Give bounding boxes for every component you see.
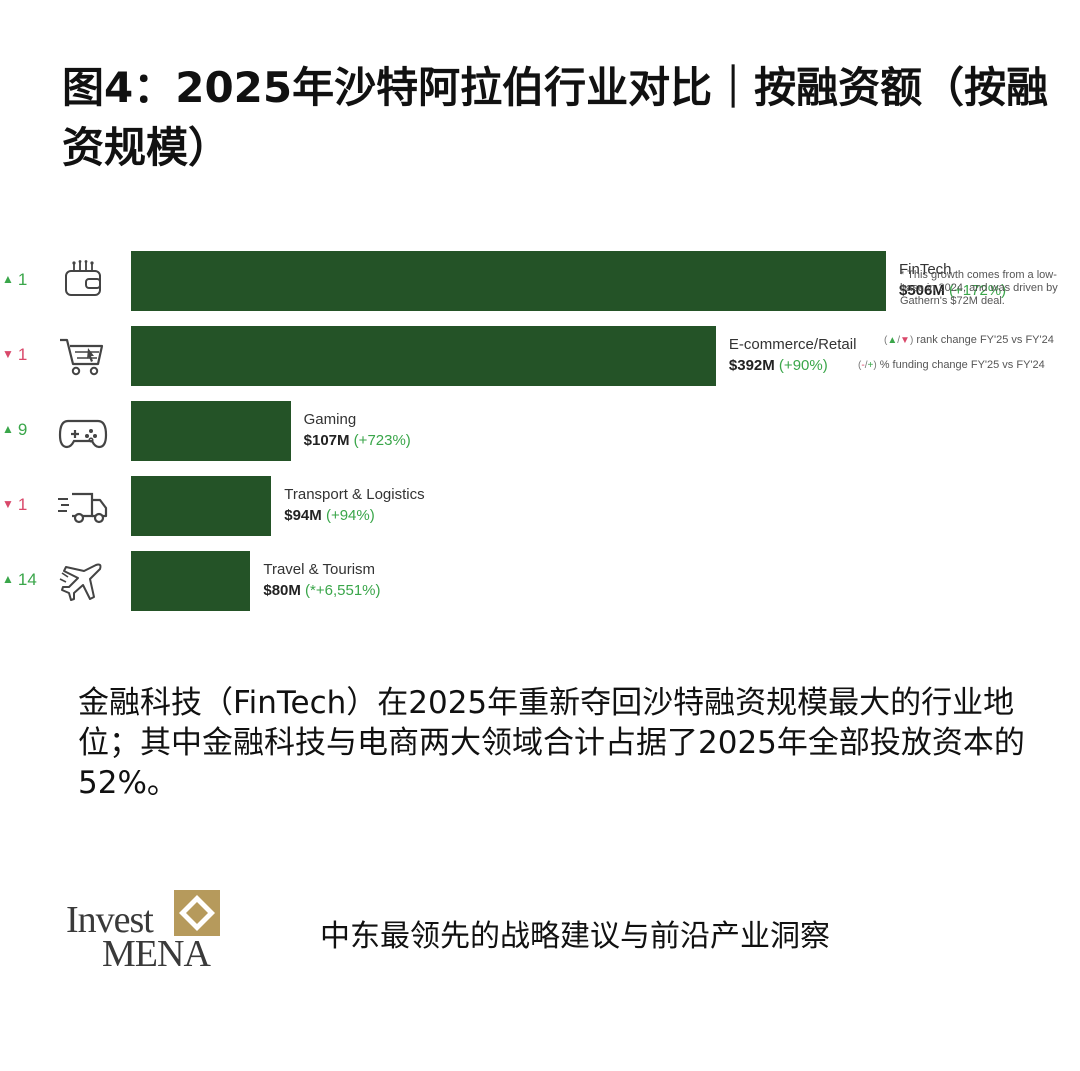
rank-down-icon: ▼ [2,347,14,361]
bar-0 [131,251,886,311]
bar-chart: ▲ 1 FinTech $506M (+172%) ▼ 1 E-commerce/Retai… [0,240,1080,630]
value-label: $506M [899,282,945,299]
rank-up-icon: ▲ [2,422,14,436]
value-line: $392M (+90%) [729,355,857,376]
rank-change-value: 1 [17,345,28,364]
shopping-cart-icon [60,338,104,376]
summary-text: 金融科技（FinTech）在2025年重新夺回沙特融资规模最大的行业地位；其中金… [78,685,1025,801]
legend-rank-symbol: (▲/▼) [884,335,914,346]
chart-title: 图4：2025年沙特阿拉伯行业对比｜按融资额（按融资规模） [62,63,1049,172]
category-label: FinTech [899,261,952,278]
bar-2 [131,401,291,461]
category-label: E-commerce/Retail [728,336,857,353]
legend-rank: (▲/▼) rank change FY'25 vs FY'24 [884,334,1054,346]
rank-change-value: 1 [17,270,28,289]
bar-label-2: Gaming $107M (+723%) [304,409,411,451]
pct-change-label: (+723%) [349,432,411,449]
bar-3 [131,476,272,536]
bar-1 [131,326,716,386]
value-label: $107M [303,432,350,449]
logo-diamond-icon [174,890,220,936]
logo-word-invest: Invest [66,899,154,941]
pct-change-label: (+90%) [774,357,828,374]
bar-label-1: E-commerce/Retail $392M (+90%) [729,334,857,376]
chart-footnote: * This growth comes from a low-base in 2… [900,269,1058,307]
delivery-truck-icon [58,492,108,524]
rank-change-0: ▲ 1 [2,270,52,290]
rank-up-icon: ▲ [2,572,14,586]
legend-pct-text: % funding change FY'25 vs FY'24 [879,359,1045,371]
category-label: Transport & Logistics [284,486,425,503]
value-label: $80M [263,582,301,599]
rank-change-1: ▼ 1 [2,345,52,365]
investmena-logo: Invest MENA [62,888,232,975]
rank-change-value: 14 [17,570,37,589]
rank-down-icon: ▼ [2,497,14,511]
pct-change-label: (*+6,551%) [300,582,381,599]
value-line: $107M (+723%) [304,430,411,451]
pct-change-label: (+94%) [321,507,375,524]
rank-change-value: 9 [17,420,28,439]
category-label: Gaming [303,411,357,428]
category-label: Travel & Tourism [263,561,376,578]
pct-change-label: (+172%) [944,282,1007,299]
airplane-icon [59,563,102,601]
rank-up-icon: ▲ [2,272,14,286]
value-line: $506M (+172%) [899,280,1006,301]
bar-label-4: Travel & Tourism $80M (*+6,551%) [263,559,380,601]
value-label: $392M [728,357,775,374]
legend-pct: (-/+) % funding change FY'25 vs FY'24 [858,359,1045,371]
rank-change-value: 1 [17,495,28,514]
value-label: $94M [284,507,322,524]
legend-pct-symbol: (-/+) [858,360,877,371]
value-line: $80M (*+6,551%) [263,580,380,601]
bar-label-0: FinTech $506M (+172%) [899,259,1006,301]
wallet-icon [65,260,101,296]
logo-word-mena: MENA [102,933,211,975]
tagline: 中东最领先的战略建议与前沿产业洞察 [320,919,830,954]
rank-change-3: ▼ 1 [2,495,52,515]
legend-rank-text: rank change FY'25 vs FY'24 [916,334,1054,346]
rank-change-4: ▲ 14 [2,570,52,590]
bar-4 [131,551,251,611]
rank-change-2: ▲ 9 [2,420,52,440]
gamepad-icon [58,419,108,449]
value-line: $94M (+94%) [284,505,424,526]
bar-label-3: Transport & Logistics $94M (+94%) [284,484,424,526]
